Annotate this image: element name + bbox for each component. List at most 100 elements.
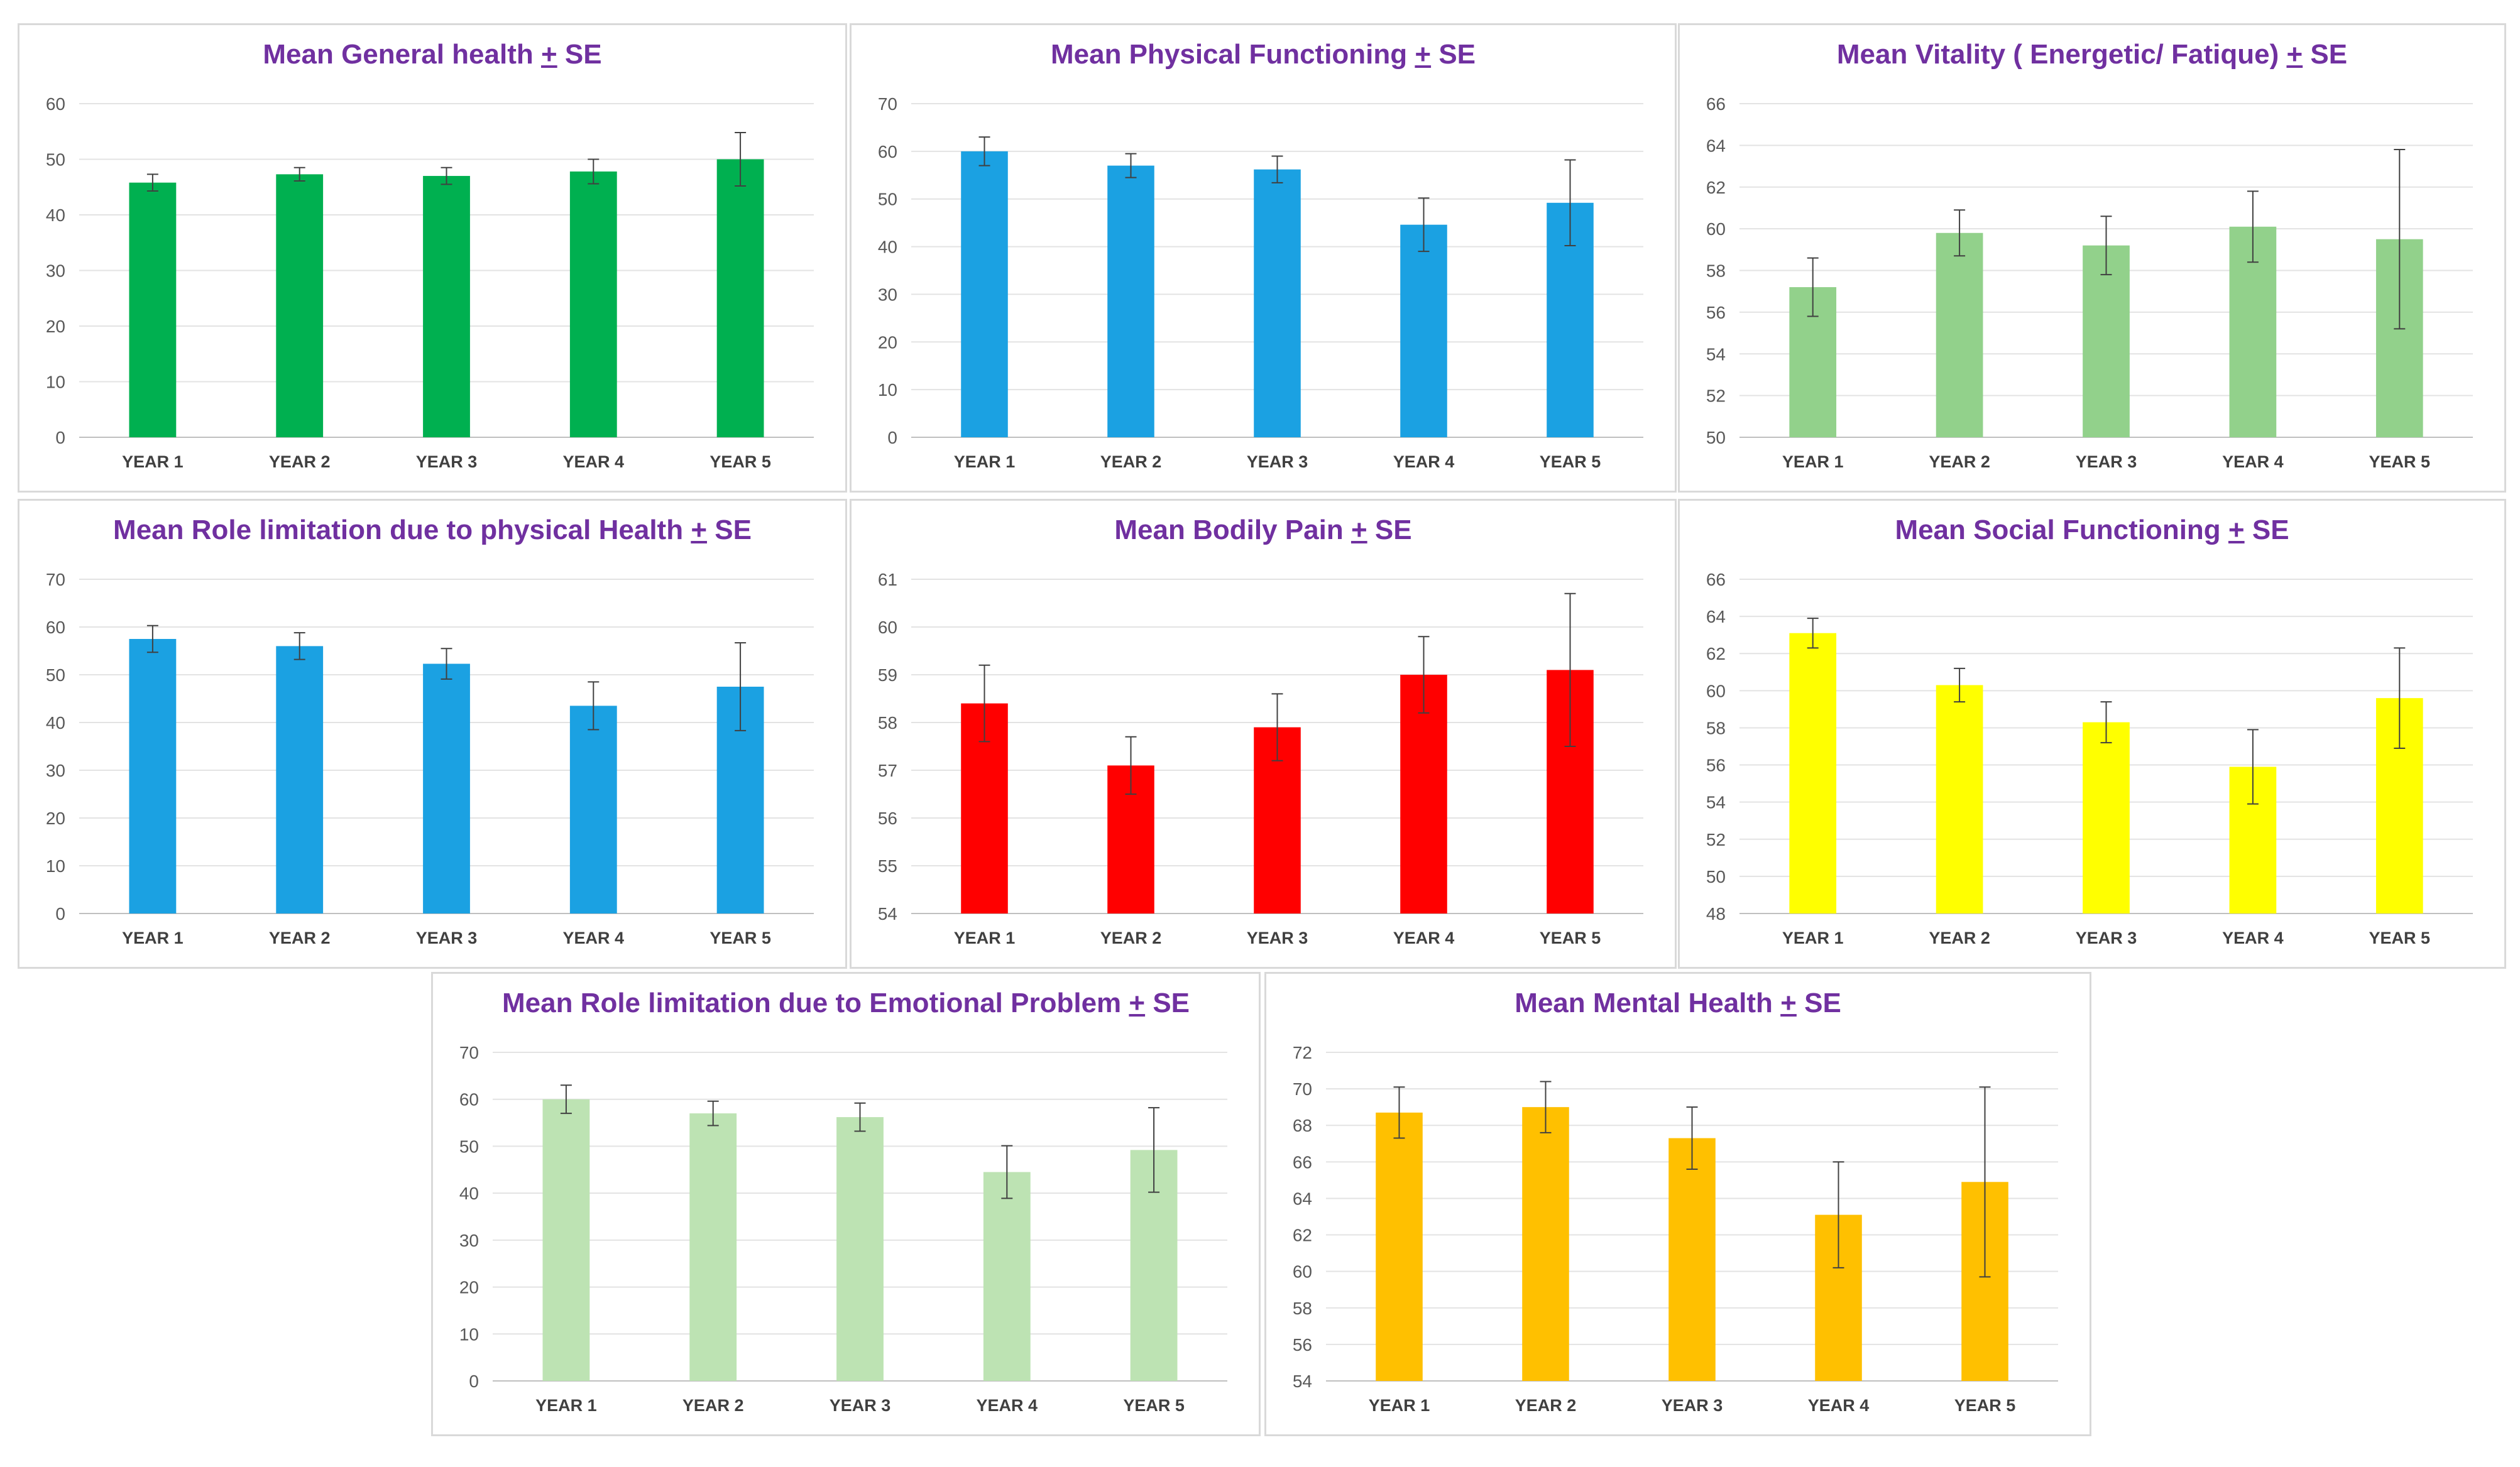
y-tick-label: 66	[1706, 94, 1726, 114]
plus-minus-sign: +	[691, 515, 708, 545]
bar	[836, 1117, 884, 1381]
bar	[423, 176, 470, 437]
x-tick-label: YEAR 1	[1782, 929, 1844, 947]
chart-plot: 54 55 56 57 58 59 60 61 YEAR 1 YEAR 2 YEAR 3 YEAR 4…	[878, 570, 1643, 947]
bar	[2083, 722, 2130, 913]
y-tick-label: 54	[878, 904, 897, 924]
plus-minus-sign: +	[1129, 988, 1146, 1018]
bar	[961, 151, 1008, 437]
chart-plot: 48 50 52 54 56 58 60 62 64 66 YEAR 1 YEAR 2 YEAR 3 YE…	[1706, 570, 2473, 947]
chart-panel-role-emotional: Mean Role limitation due to Emotional Pr…	[431, 972, 1261, 1436]
y-tick-label: 52	[1706, 830, 1726, 849]
y-tick-label: 56	[1293, 1335, 1312, 1355]
chart-panel-role-physical: Mean Role limitation due to physical Hea…	[18, 499, 847, 969]
chart-title: Mean Mental Health + SE	[1266, 988, 2090, 1019]
y-tick-label: 30	[878, 285, 897, 304]
x-tick-label: YEAR 2	[1100, 929, 1162, 947]
bar	[1400, 224, 1447, 437]
chart-title: Mean General health + SE	[19, 39, 845, 70]
y-tick-label: 54	[1706, 344, 1726, 364]
plus-minus-sign: +	[1350, 515, 1367, 545]
y-tick-label: 58	[1293, 1299, 1312, 1318]
chart-panel-general-health: Mean General health + SE 0 10 20 30 40 50 60 YEA…	[18, 23, 847, 493]
plus-minus-sign: +	[2228, 515, 2245, 545]
bar	[716, 159, 764, 437]
bar	[1936, 232, 1983, 437]
x-tick-label: YEAR 3	[1662, 1396, 1723, 1415]
x-tick-label: YEAR 4	[2222, 452, 2284, 471]
x-tick-label: YEAR 1	[535, 1396, 597, 1415]
x-tick-label: YEAR 5	[1954, 1396, 2016, 1415]
x-tick-label: YEAR 1	[122, 929, 184, 947]
y-tick-label: 50	[1706, 867, 1726, 886]
plus-minus-sign: +	[2286, 39, 2303, 70]
bar	[1936, 685, 1983, 913]
plus-minus-sign: +	[1415, 39, 1432, 70]
y-tick-label: 20	[459, 1278, 479, 1297]
x-tick-label: YEAR 1	[1369, 1396, 1430, 1415]
y-tick-label: 40	[46, 713, 65, 733]
bar	[276, 174, 324, 437]
x-tick-label: YEAR 5	[2369, 452, 2431, 471]
bar	[1376, 1112, 1423, 1381]
chart-title: Mean Bodily Pain + SE	[852, 515, 1675, 546]
chart-title-text: Mean Role limitation due to Emotional Pr…	[501, 988, 1122, 1018]
y-tick-label: 0	[887, 428, 897, 447]
y-tick-label: 64	[1706, 607, 1726, 626]
y-tick-label: 50	[46, 665, 65, 685]
y-tick-label: 0	[469, 1372, 479, 1391]
plus-minus-sign: +	[1780, 988, 1797, 1018]
bar	[129, 639, 177, 913]
y-tick-label: 60	[1706, 681, 1726, 701]
bar	[1254, 169, 1301, 437]
x-tick-label: YEAR 1	[954, 452, 1016, 471]
y-tick-label: 60	[46, 94, 65, 114]
y-tick-label: 40	[459, 1184, 479, 1203]
y-tick-label: 62	[1293, 1226, 1312, 1245]
x-tick-label: YEAR 2	[1100, 452, 1162, 471]
chart-plot: 0 10 20 30 40 50 60 70 YEAR 1 YEAR 2 YEAR 3 YEAR 4 Y…	[459, 1043, 1227, 1415]
y-tick-label: 0	[55, 904, 65, 924]
x-tick-label: YEAR 4	[1393, 929, 1455, 947]
x-tick-label: YEAR 2	[1929, 929, 1990, 947]
y-tick-label: 30	[46, 761, 65, 780]
chart-title-text: Mean Social Functioning	[1895, 515, 2221, 545]
y-tick-label: 10	[878, 380, 897, 400]
chart-title-text: Mean Vitality ( Energetic/ Fatique)	[1836, 39, 2279, 70]
chart-title-text: Mean Mental Health	[1515, 988, 1773, 1018]
chart-title: Mean Role limitation due to Emotional Pr…	[433, 988, 1259, 1019]
chart-plot: 0 10 20 30 40 50 60 YEAR 1 YEAR 2 YEAR 3 YEAR 4 YEA…	[46, 94, 814, 471]
chart-title: Mean Vitality ( Energetic/ Fatique) + SE	[1680, 39, 2504, 70]
y-tick-label: 62	[1706, 178, 1726, 197]
plus-minus-sign: +	[540, 39, 557, 70]
bar	[689, 1113, 737, 1381]
y-tick-label: 56	[1706, 756, 1726, 775]
y-tick-label: 40	[878, 237, 897, 257]
y-tick-label: 59	[878, 665, 897, 685]
y-tick-label: 58	[878, 713, 897, 733]
bar	[1107, 165, 1154, 437]
chart-plot: 54 56 58 60 62 64 66 68 70 72 YEAR 1 YEAR 2 YEAR 3 YE…	[1293, 1043, 2058, 1415]
chart-title: Mean Physical Functioning + SE	[852, 39, 1675, 70]
x-tick-label: YEAR 5	[1540, 452, 1601, 471]
x-tick-label: YEAR 1	[122, 452, 184, 471]
y-tick-label: 10	[46, 373, 65, 392]
se-label: SE	[2252, 515, 2289, 545]
bar	[276, 646, 324, 913]
chart-title-text: Mean Physical Functioning	[1050, 39, 1408, 70]
se-label: SE	[1153, 988, 1190, 1018]
x-tick-label: YEAR 4	[1808, 1396, 1870, 1415]
x-tick-label: YEAR 3	[1247, 452, 1308, 471]
y-tick-label: 68	[1293, 1116, 1312, 1135]
y-tick-label: 70	[46, 570, 65, 589]
y-tick-label: 61	[878, 570, 897, 589]
bar	[1789, 633, 1837, 913]
y-tick-label: 10	[459, 1324, 479, 1344]
y-tick-label: 30	[46, 261, 65, 281]
y-tick-label: 54	[1706, 793, 1726, 812]
bar	[569, 171, 617, 437]
x-tick-label: YEAR 3	[2076, 452, 2137, 471]
y-tick-label: 30	[459, 1231, 479, 1250]
y-tick-label: 40	[46, 205, 65, 225]
se-label: SE	[1374, 515, 1412, 545]
